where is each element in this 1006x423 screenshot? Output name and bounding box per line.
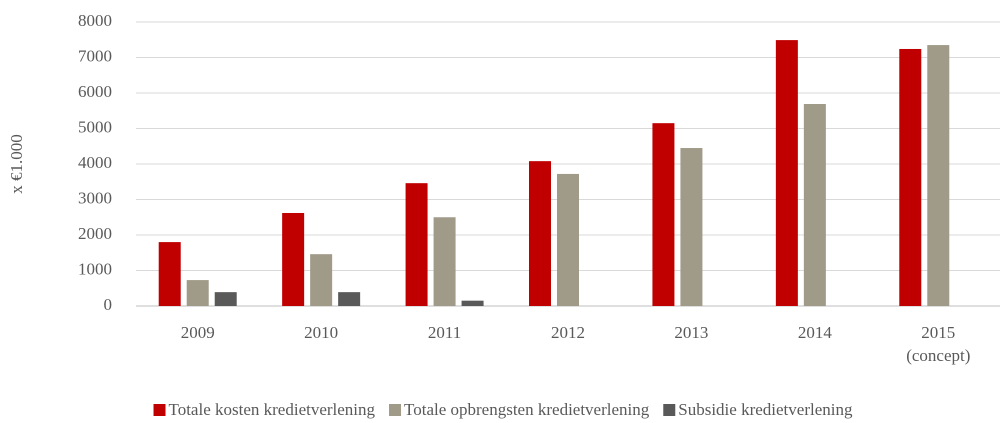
y-axis-label: x €1.000 [7, 134, 26, 194]
x-tick-label: 2013 [674, 323, 708, 342]
bar [652, 123, 675, 306]
bar [557, 173, 579, 306]
x-tick-label: 2010 [304, 323, 338, 342]
legend: Totale kosten kredietverlening Totale opb… [153, 400, 853, 419]
x-tick-label: 2014 [798, 323, 833, 342]
y-tick-label: 2000 [78, 224, 112, 243]
bar [899, 48, 922, 306]
x-tick-label: 2009 [181, 323, 215, 342]
legend-label: Totale kosten kredietverlening [169, 400, 376, 419]
bar [405, 183, 428, 306]
bar [529, 161, 551, 306]
bar [158, 242, 181, 306]
bar [927, 45, 950, 306]
y-tick-label: 5000 [78, 117, 112, 136]
bar [775, 40, 798, 306]
y-tick-label: 6000 [78, 82, 112, 101]
y-tick-label: 4000 [78, 153, 112, 172]
bar [338, 292, 361, 306]
bar [461, 300, 484, 306]
bar [186, 280, 209, 306]
legend-swatch [389, 404, 402, 416]
bar [310, 254, 333, 306]
x-tick-label: 2011 [428, 323, 461, 342]
x-tick-label: 2015 (concept) [906, 323, 970, 365]
y-tick-label: 8000 [78, 11, 112, 30]
legend-label: Subsidie kredietverlening [678, 400, 853, 419]
bar [680, 148, 703, 306]
legend-label: Totale opbrengsten kredietverlening [404, 400, 650, 419]
y-tick-label: 3000 [78, 188, 112, 207]
y-tick-label: 1000 [78, 259, 112, 278]
bar [803, 104, 826, 306]
legend-swatch [153, 404, 166, 416]
bar [214, 292, 237, 306]
y-tick-label: 0 [104, 295, 113, 314]
legend-swatch [663, 404, 676, 416]
bar [433, 217, 456, 306]
x-tick-label: 2012 [551, 323, 585, 342]
y-tick-label: 7000 [78, 46, 112, 65]
bar [282, 212, 305, 306]
